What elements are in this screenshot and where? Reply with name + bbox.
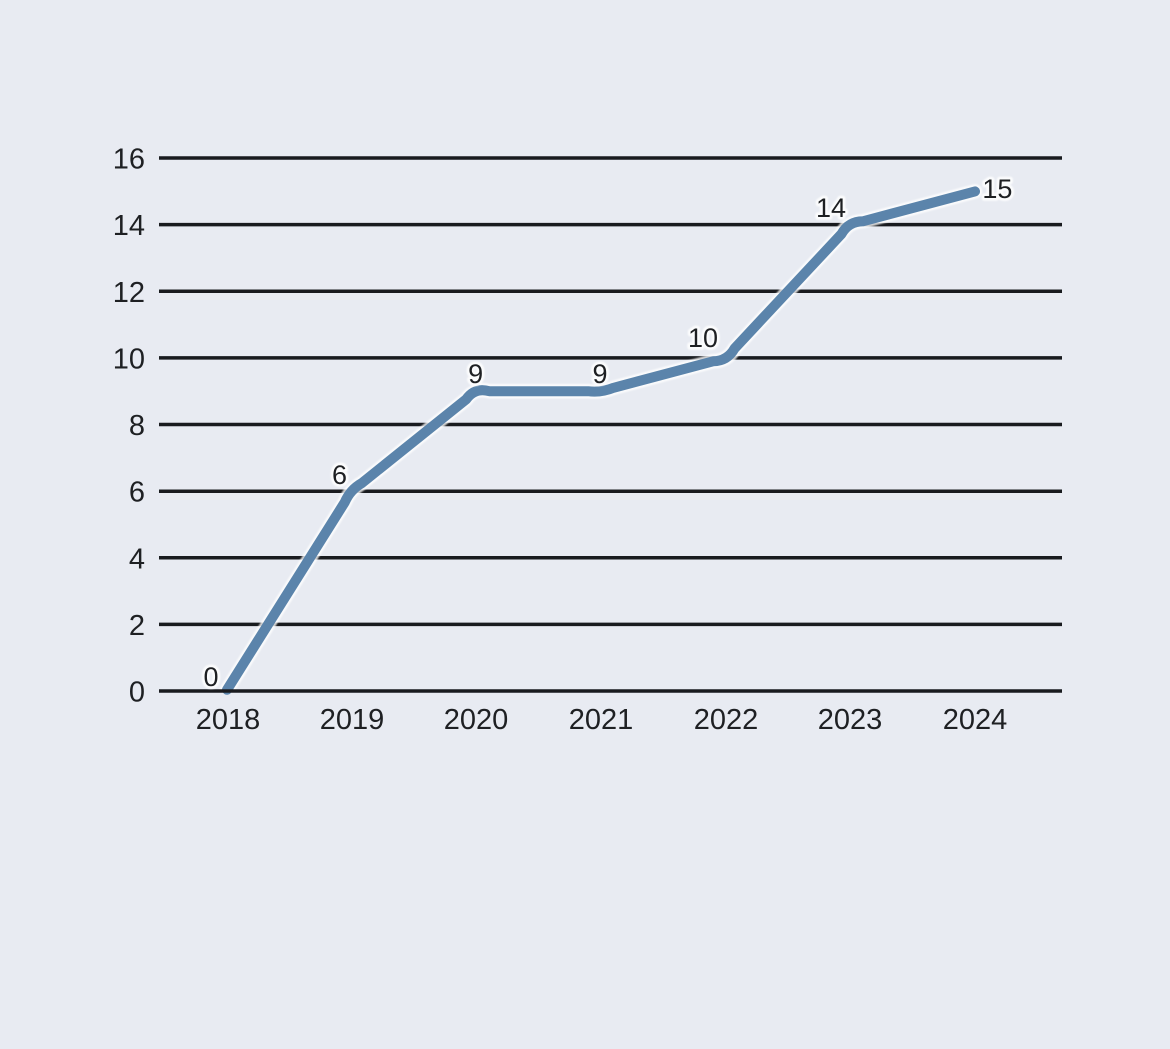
svg-text:0: 0 [203,662,218,692]
svg-text:15: 15 [982,174,1012,204]
svg-text:15: 15 [982,174,1012,204]
svg-text:0: 0 [129,677,145,709]
svg-text:9: 9 [468,359,483,389]
svg-text:6: 6 [332,460,347,490]
svg-text:2018: 2018 [196,704,261,736]
svg-text:6: 6 [129,477,145,509]
svg-text:2022: 2022 [694,704,759,736]
svg-text:14: 14 [816,193,846,223]
svg-text:2024: 2024 [943,704,1008,736]
svg-text:14: 14 [816,193,846,223]
svg-text:10: 10 [688,323,718,353]
svg-text:2019: 2019 [320,704,385,736]
svg-text:2023: 2023 [818,704,883,736]
svg-text:9: 9 [592,359,607,389]
svg-text:10: 10 [113,343,145,375]
svg-text:10: 10 [688,323,718,353]
svg-text:0: 0 [203,662,218,692]
svg-text:4: 4 [129,543,145,575]
svg-text:2: 2 [129,610,145,642]
svg-text:9: 9 [592,359,607,389]
svg-text:12: 12 [113,277,145,309]
svg-text:6: 6 [332,460,347,490]
svg-text:2020: 2020 [444,704,509,736]
svg-text:9: 9 [468,359,483,389]
svg-text:2021: 2021 [569,704,634,736]
svg-text:16: 16 [113,144,145,176]
svg-text:14: 14 [113,210,145,242]
svg-text:8: 8 [129,410,145,442]
